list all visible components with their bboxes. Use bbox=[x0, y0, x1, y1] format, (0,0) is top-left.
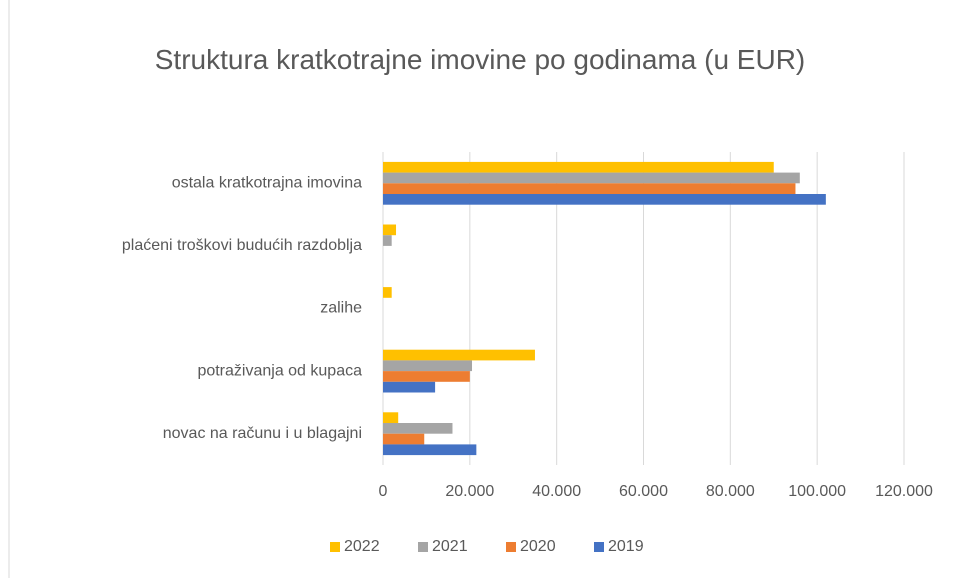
bar bbox=[383, 360, 473, 372]
bar bbox=[383, 412, 399, 423]
legend-label: 2021 bbox=[432, 538, 468, 555]
legend-swatch bbox=[594, 542, 604, 552]
x-tick-label: 0 bbox=[379, 483, 388, 500]
bar bbox=[383, 194, 826, 205]
bar bbox=[383, 423, 453, 434]
bar bbox=[383, 161, 774, 173]
legend-swatch bbox=[330, 542, 340, 552]
legend-swatch bbox=[506, 542, 516, 552]
bar bbox=[383, 444, 477, 456]
bar bbox=[383, 287, 392, 298]
y-tick-label: ostala kratkotrajna imovina bbox=[172, 175, 362, 192]
bar bbox=[383, 183, 796, 194]
y-tick-label: zalihe bbox=[320, 300, 362, 317]
bar bbox=[383, 371, 470, 382]
bar bbox=[383, 224, 397, 236]
bar bbox=[383, 172, 800, 184]
x-tick-label: 20.000 bbox=[445, 483, 494, 500]
legend-label: 2020 bbox=[520, 538, 556, 555]
y-tick-label: novac na računu i u blagajni bbox=[163, 425, 362, 442]
legend-label: 2022 bbox=[344, 538, 380, 555]
x-tick-label: 60.000 bbox=[619, 483, 668, 500]
x-tick-label: 120.000 bbox=[875, 483, 933, 500]
chart-title: Struktura kratkotrajne imovine po godina… bbox=[154, 44, 806, 75]
legend-label: 2019 bbox=[608, 538, 644, 555]
bar bbox=[383, 349, 535, 361]
bar bbox=[383, 381, 436, 393]
x-tick-label: 40.000 bbox=[532, 483, 581, 500]
y-tick-label: plaćeni troškovi budućih razdoblja bbox=[122, 237, 362, 254]
x-tick-label: 100.000 bbox=[788, 483, 846, 500]
y-tick-label: potraživanja od kupaca bbox=[197, 362, 362, 379]
x-tick-label: 80.000 bbox=[706, 483, 755, 500]
bar bbox=[383, 433, 425, 445]
legend-swatch bbox=[418, 542, 428, 552]
bar bbox=[383, 235, 392, 246]
